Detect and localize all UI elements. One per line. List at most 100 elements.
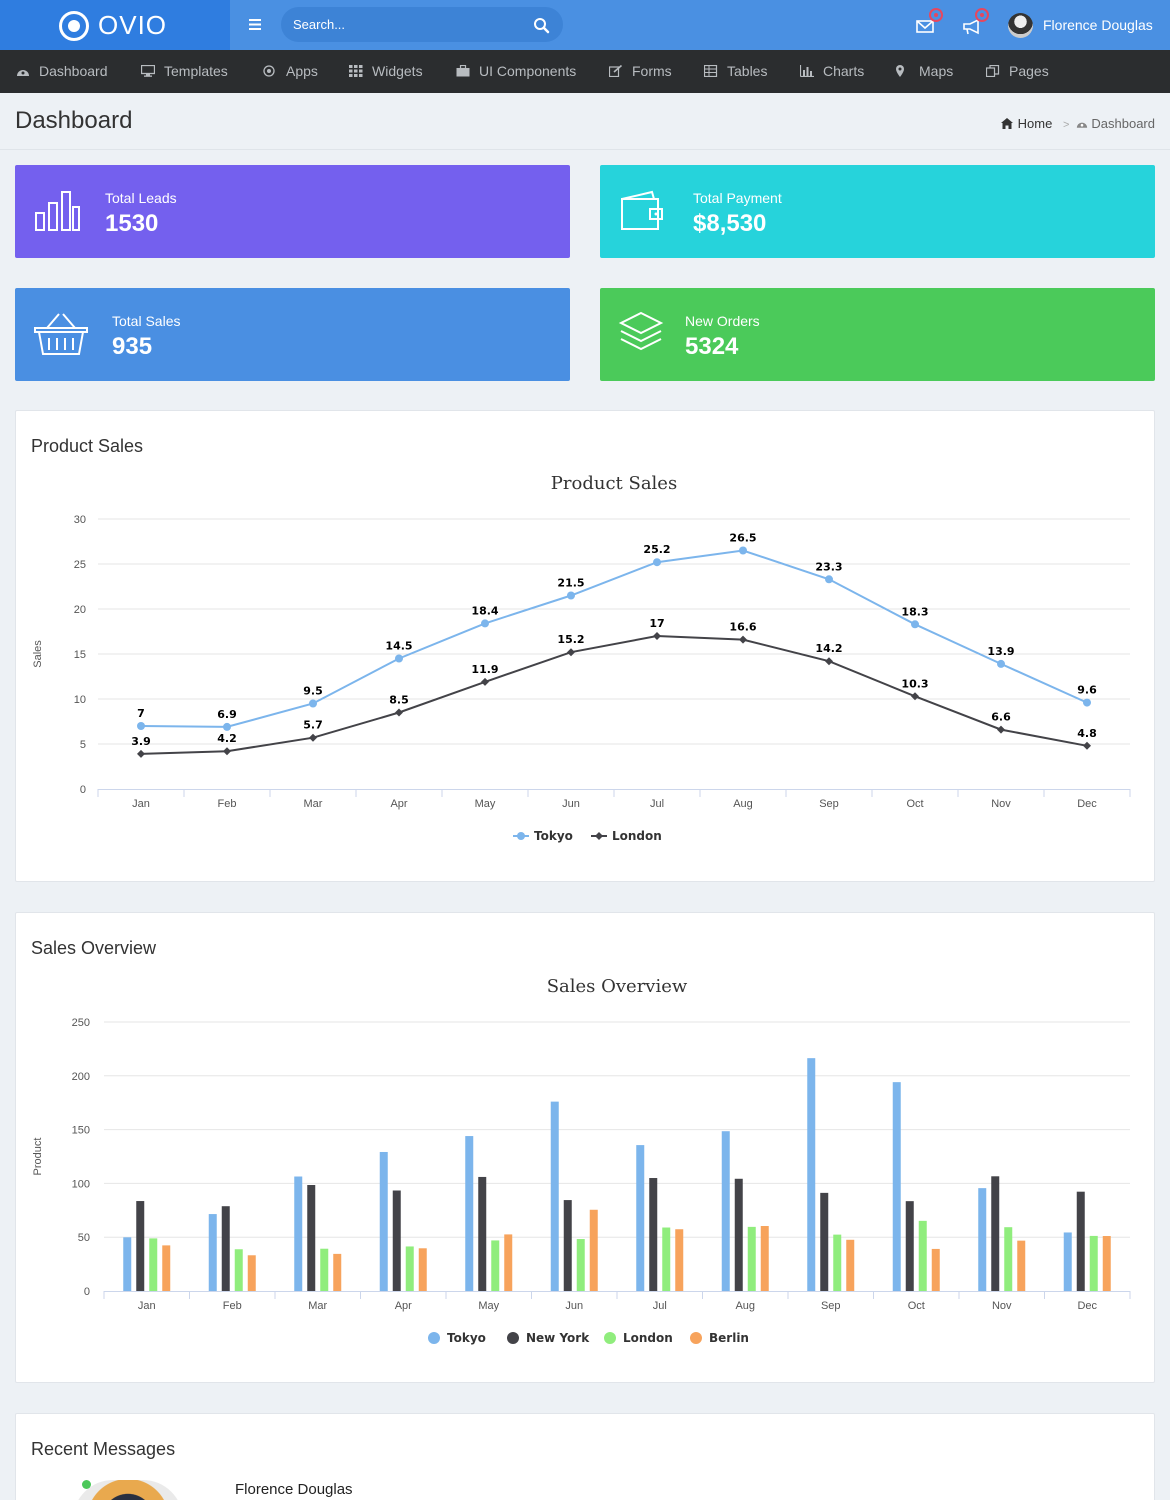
x-tick-label: Jan [132, 798, 150, 810]
nav-item-charts[interactable]: Charts [800, 50, 864, 93]
bar-tokyo [1063, 1232, 1072, 1291]
messages-button[interactable] [913, 8, 943, 38]
nav-label: Templates [164, 63, 228, 79]
nav-label: Charts [823, 63, 865, 79]
data-point [309, 699, 317, 708]
bar-tokyo [807, 1058, 816, 1291]
data-point [739, 546, 747, 555]
bar-berlin [931, 1248, 940, 1291]
message-avatar[interactable] [73, 1480, 183, 1500]
breadcrumb-current: Dashboard [1076, 116, 1155, 131]
data-label: 7 [137, 707, 145, 720]
main-nav: Dashboard Templates Apps Widgets UI Comp… [0, 50, 1170, 93]
data-label: 18.3 [901, 605, 928, 618]
legend-label: London [623, 1331, 673, 1345]
bar-berlin [1102, 1236, 1111, 1291]
monitor-icon [141, 65, 155, 77]
bar-tokyo [294, 1176, 303, 1291]
data-point [309, 733, 317, 742]
x-tick-label: May [478, 1300, 499, 1312]
stat-value: 935 [112, 333, 153, 360]
nav-item-ui-components[interactable]: UI Components [456, 50, 576, 93]
bar-berlin [846, 1239, 855, 1291]
recent-messages-panel: Recent Messages Florence Douglas [15, 1413, 1155, 1500]
data-label: 10.3 [901, 677, 928, 690]
bar-new-york [1076, 1191, 1085, 1291]
legend-marker [507, 1332, 519, 1344]
edit-icon [609, 65, 623, 77]
user-avatar[interactable] [1008, 13, 1033, 38]
dashboard-icon [1077, 122, 1088, 128]
data-point [395, 708, 403, 717]
user-name[interactable]: Florence Douglas [1043, 17, 1153, 33]
notification-badge [975, 8, 989, 22]
stat-label: Total Sales [112, 313, 181, 329]
bar-tokyo [208, 1214, 217, 1291]
bar-london [149, 1238, 158, 1291]
legend-label: Berlin [709, 1331, 749, 1345]
data-point [567, 591, 575, 600]
legend-marker [595, 832, 603, 840]
copy-icon [986, 65, 1000, 77]
panel-title: Recent Messages [31, 1439, 176, 1459]
chart-title: Product Sales [551, 473, 677, 494]
x-tick-label: Oct [906, 798, 923, 810]
target-icon [263, 65, 275, 77]
stat-label: Total Leads [105, 190, 177, 206]
x-tick-label: Apr [395, 1300, 412, 1312]
bar-new-york [392, 1190, 401, 1291]
bar-london [833, 1234, 842, 1291]
announcements-button[interactable] [959, 8, 989, 38]
nav-item-tables[interactable]: Tables [704, 50, 767, 93]
data-point [223, 747, 231, 756]
nav-item-forms[interactable]: Forms [609, 50, 672, 93]
nav-label: Forms [632, 63, 672, 79]
nav-item-templates[interactable]: Templates [141, 50, 228, 93]
nav-label: UI Components [479, 63, 577, 79]
bar-tokyo [550, 1101, 559, 1291]
data-label: 15.2 [557, 633, 584, 646]
y-tick-label: 5 [80, 739, 86, 751]
y-tick-label: 20 [74, 604, 86, 616]
search-input[interactable] [293, 13, 513, 35]
legend-marker [517, 832, 525, 840]
nav-item-maps[interactable]: Maps [896, 50, 953, 93]
legend-label: London [612, 829, 662, 843]
nav-item-apps[interactable]: Apps [263, 50, 318, 93]
search-button[interactable] [529, 13, 553, 37]
data-point [653, 632, 661, 640]
x-tick-label: Mar [308, 1300, 327, 1312]
data-label: 23.3 [815, 560, 842, 573]
bar-new-york [905, 1201, 914, 1291]
y-axis-label: Product [32, 1138, 44, 1176]
nav-label: Widgets [372, 63, 423, 79]
nav-item-widgets[interactable]: Widgets [349, 50, 423, 93]
bar-tokyo [721, 1131, 730, 1291]
x-tick-label: Mar [304, 798, 323, 810]
sales-overview-chart: Sales Overview 0 50 100 150 200 250 Jan Feb Mar Ap… [32, 976, 1131, 1345]
logo-area[interactable]: OVIO [0, 0, 230, 50]
nav-item-dashboard[interactable]: Dashboard [16, 50, 108, 93]
data-label: 3.9 [131, 735, 151, 748]
stat-card-total-sales: Total Sales 935 [15, 288, 570, 381]
legend-marker [428, 1332, 440, 1344]
bar-london [405, 1246, 414, 1291]
online-status-dot [82, 1480, 91, 1489]
message-sender-name[interactable]: Florence Douglas [235, 1481, 353, 1498]
breadcrumb-home[interactable]: Home [1000, 116, 1056, 131]
menu-toggle-button[interactable] [245, 14, 267, 36]
data-point [481, 677, 489, 686]
basket-icon [34, 313, 88, 355]
product-sales-chart: Product Sales 0 5 10 15 20 25 30 Jan Feb Mar Apr May… [32, 473, 1131, 843]
y-tick-label: 25 [74, 559, 86, 571]
legend-marker [690, 1332, 702, 1344]
search-box [281, 7, 563, 42]
y-tick-label: 15 [74, 649, 86, 661]
bar-new-york [734, 1178, 743, 1291]
y-tick-label: 0 [80, 784, 86, 796]
nav-item-pages[interactable]: Pages [986, 50, 1049, 93]
data-point [395, 654, 403, 663]
x-tick-label: Dec [1077, 798, 1097, 810]
bar-chart-icon [35, 191, 80, 231]
notification-badge [929, 8, 943, 22]
